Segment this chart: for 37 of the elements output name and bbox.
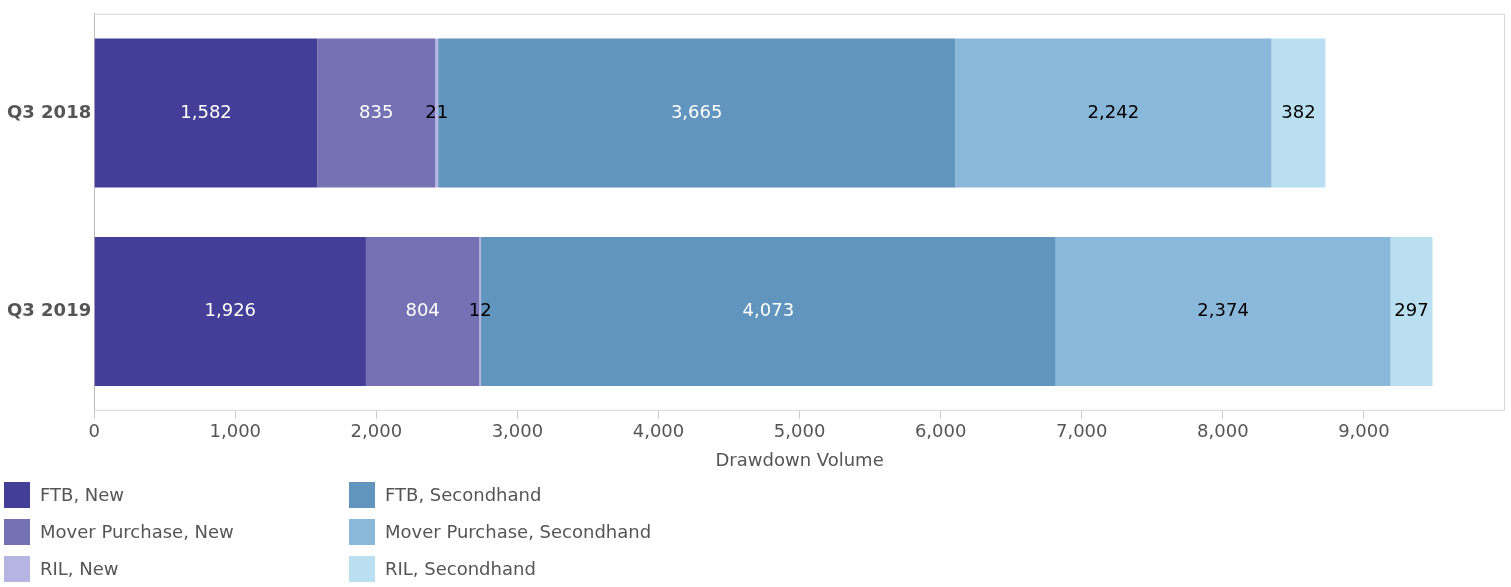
data-label: 2,374 [1197, 299, 1249, 321]
x-axis-title: Drawdown Volume [715, 448, 884, 470]
x-tick-label: 0 [88, 420, 100, 442]
bar [94, 237, 366, 386]
x-tick-label: 3,000 [491, 420, 544, 442]
x-tick-label: 6,000 [914, 420, 967, 442]
x-tick-label: 5,000 [773, 420, 826, 442]
x-tick-label: 2,000 [350, 420, 403, 442]
data-label: 1,926 [204, 299, 257, 321]
x-tick-label: 1,000 [209, 420, 262, 442]
legend-label: RIL, Secondhand [385, 558, 536, 579]
data-label: 1,582 [180, 100, 232, 122]
bar [955, 38, 1272, 188]
legend-label: FTB, Secondhand [385, 484, 542, 505]
legend-label: FTB, New [40, 484, 125, 505]
legend-label: Mover Purchase, New [40, 521, 234, 542]
x-tick-label: 4,000 [632, 420, 685, 442]
data-label: 804 [405, 299, 440, 321]
bar [94, 38, 318, 188]
x-tick-label: 9,000 [1338, 420, 1390, 442]
data-label: 4,073 [742, 299, 795, 321]
bar [1390, 237, 1433, 386]
y-tick-label: Q3 2019 [6, 299, 92, 321]
legend-label: RIL, New [40, 558, 119, 579]
data-label: 3,665 [670, 100, 723, 122]
legend-label: Mover Purchase, Secondhand [385, 521, 652, 542]
bar [1055, 237, 1391, 386]
data-label: 297 [1394, 299, 1429, 321]
data-label: 12 [468, 299, 492, 321]
x-tick-label: 7,000 [1055, 420, 1108, 442]
data-label: 2,242 [1087, 100, 1140, 122]
data-label: 21 [425, 100, 449, 122]
bar [1271, 38, 1326, 188]
data-label: 382 [1281, 100, 1316, 122]
y-tick-label: Q3 2018 [6, 100, 92, 122]
data-label: 835 [359, 100, 394, 122]
x-tick-label: 8,000 [1197, 420, 1249, 442]
